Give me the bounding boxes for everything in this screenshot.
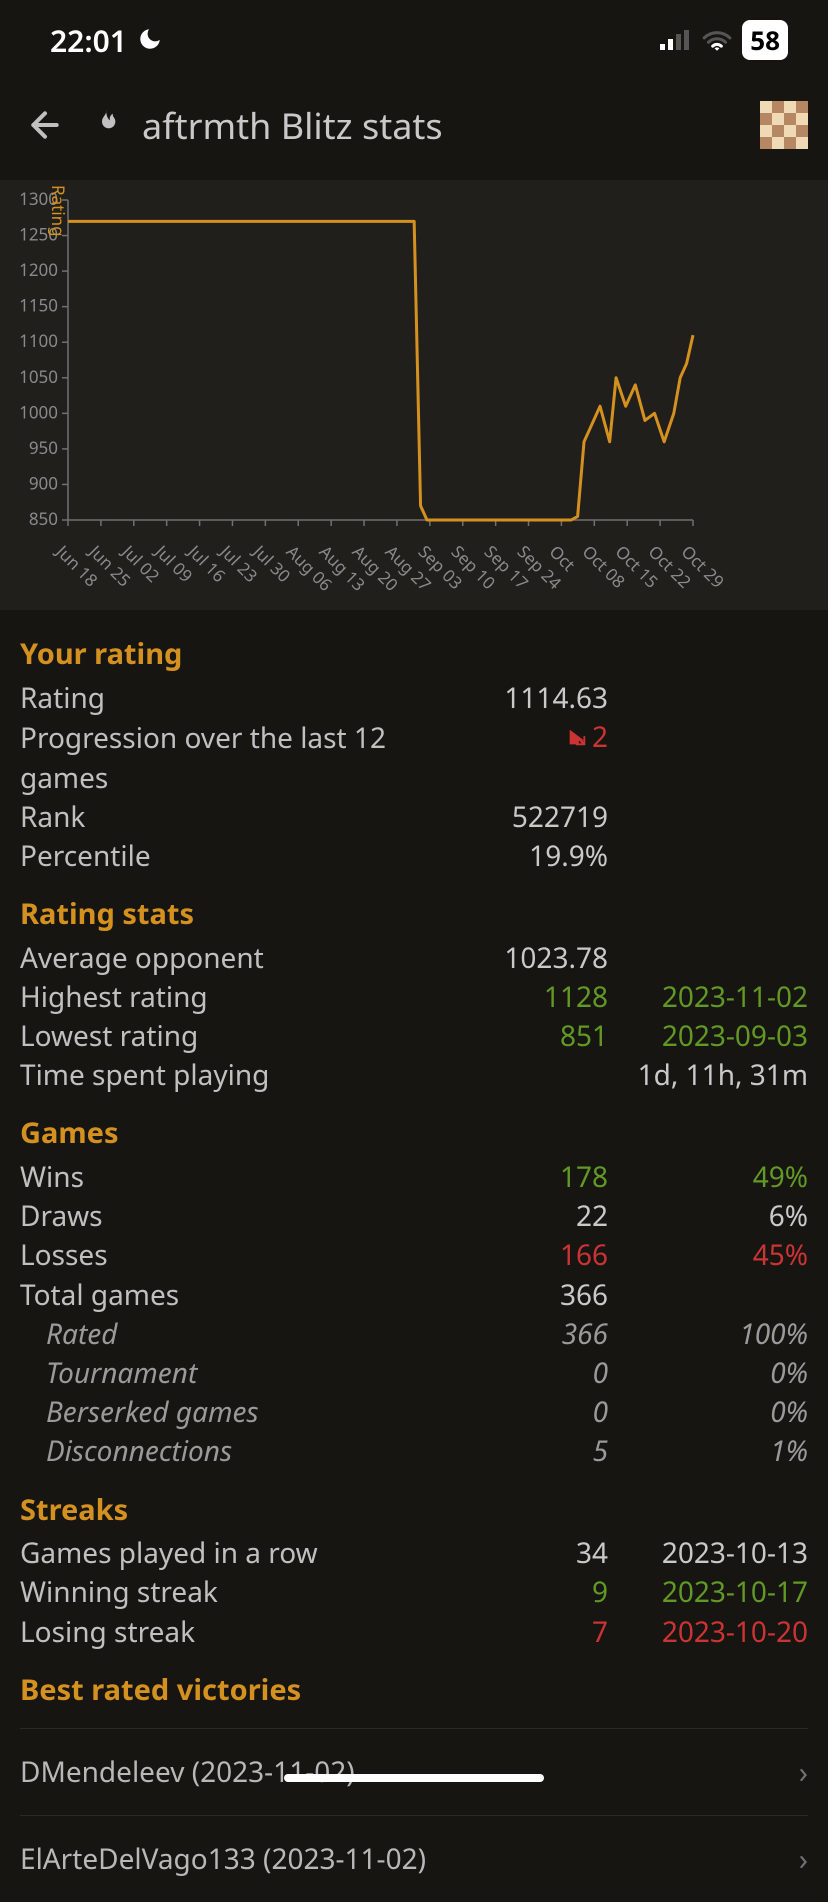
row-avg-opp: Average opponent1023.78: [20, 939, 808, 978]
victory-row[interactable]: ElArteDelVago133 (2023-11-02)›: [20, 1815, 808, 1902]
row-lowest: Lowest rating8512023-09-03: [20, 1017, 808, 1056]
svg-text:1200: 1200: [20, 258, 58, 281]
row-progression: Progression over the last 12 games2: [20, 718, 808, 798]
svg-text:850: 850: [29, 507, 58, 530]
status-left: 22:01: [50, 20, 163, 61]
row-total: Total games366: [20, 1276, 808, 1315]
moon-icon: [137, 20, 163, 61]
home-indicator[interactable]: [284, 1774, 544, 1782]
chevron-right-icon: ›: [799, 1751, 808, 1793]
chevron-right-icon: ›: [799, 1838, 808, 1880]
row-wins: Wins17849%: [20, 1158, 808, 1197]
signal-icon: [660, 20, 692, 61]
svg-text:1150: 1150: [20, 294, 58, 317]
svg-text:1050: 1050: [20, 365, 58, 388]
row-percentile: Percentile19.9%: [20, 837, 808, 876]
row-rank: Rank522719: [20, 798, 808, 837]
y-axis-label: Rating: [47, 185, 70, 237]
row-streak-played: Games played in a row342023-10-13: [20, 1534, 808, 1573]
page-title: aftrmth Blitz stats: [142, 101, 740, 150]
svg-text:900: 900: [29, 471, 58, 494]
stats-container: Your rating Rating1114.63 Progression ov…: [0, 610, 828, 1902]
row-rated: Rated366100%: [20, 1315, 808, 1354]
header: aftrmth Blitz stats: [0, 80, 828, 180]
row-berserked: Berserked games00%: [20, 1393, 808, 1432]
status-bar: 22:01 58: [0, 0, 828, 80]
row-streak-win: Winning streak92023-10-17: [20, 1573, 808, 1612]
flame-icon: [90, 107, 122, 144]
row-draws: Draws226%: [20, 1197, 808, 1236]
x-axis-labels: Jun 18Jun 25Jul 02Jul 09Jul 16Jul 23Jul …: [68, 540, 808, 610]
section-your-rating: Your rating: [20, 634, 808, 675]
row-highest: Highest rating11282023-11-02: [20, 978, 808, 1017]
row-disconnections: Disconnections51%: [20, 1432, 808, 1471]
avatar[interactable]: [760, 101, 808, 149]
row-streak-lose: Losing streak72023-10-20: [20, 1613, 808, 1652]
section-victories: Best rated victories: [20, 1670, 808, 1711]
section-rating-stats: Rating stats: [20, 894, 808, 935]
down-arrow-icon: [566, 726, 588, 748]
wifi-icon: [702, 20, 732, 61]
chart-svg: 8509009501000105011001150120012501300: [20, 190, 720, 540]
svg-text:1000: 1000: [20, 400, 58, 423]
row-time-played: Time spent playing1d, 11h, 31m: [20, 1056, 808, 1095]
row-tournament: Tournament00%: [20, 1354, 808, 1393]
section-games: Games: [20, 1113, 808, 1154]
status-time: 22:01: [50, 20, 127, 61]
row-rating: Rating1114.63: [20, 679, 808, 718]
status-right: 58: [660, 20, 788, 61]
row-losses: Losses16645%: [20, 1236, 808, 1275]
svg-text:950: 950: [29, 436, 58, 459]
section-streaks: Streaks: [20, 1490, 808, 1531]
svg-text:1100: 1100: [20, 329, 58, 352]
rating-chart[interactable]: 8509009501000105011001150120012501300 Ra…: [0, 180, 828, 610]
battery-level: 58: [742, 20, 788, 60]
victory-row[interactable]: DMendeleev (2023-11-02)›: [20, 1728, 808, 1815]
back-button[interactable]: [20, 100, 70, 150]
